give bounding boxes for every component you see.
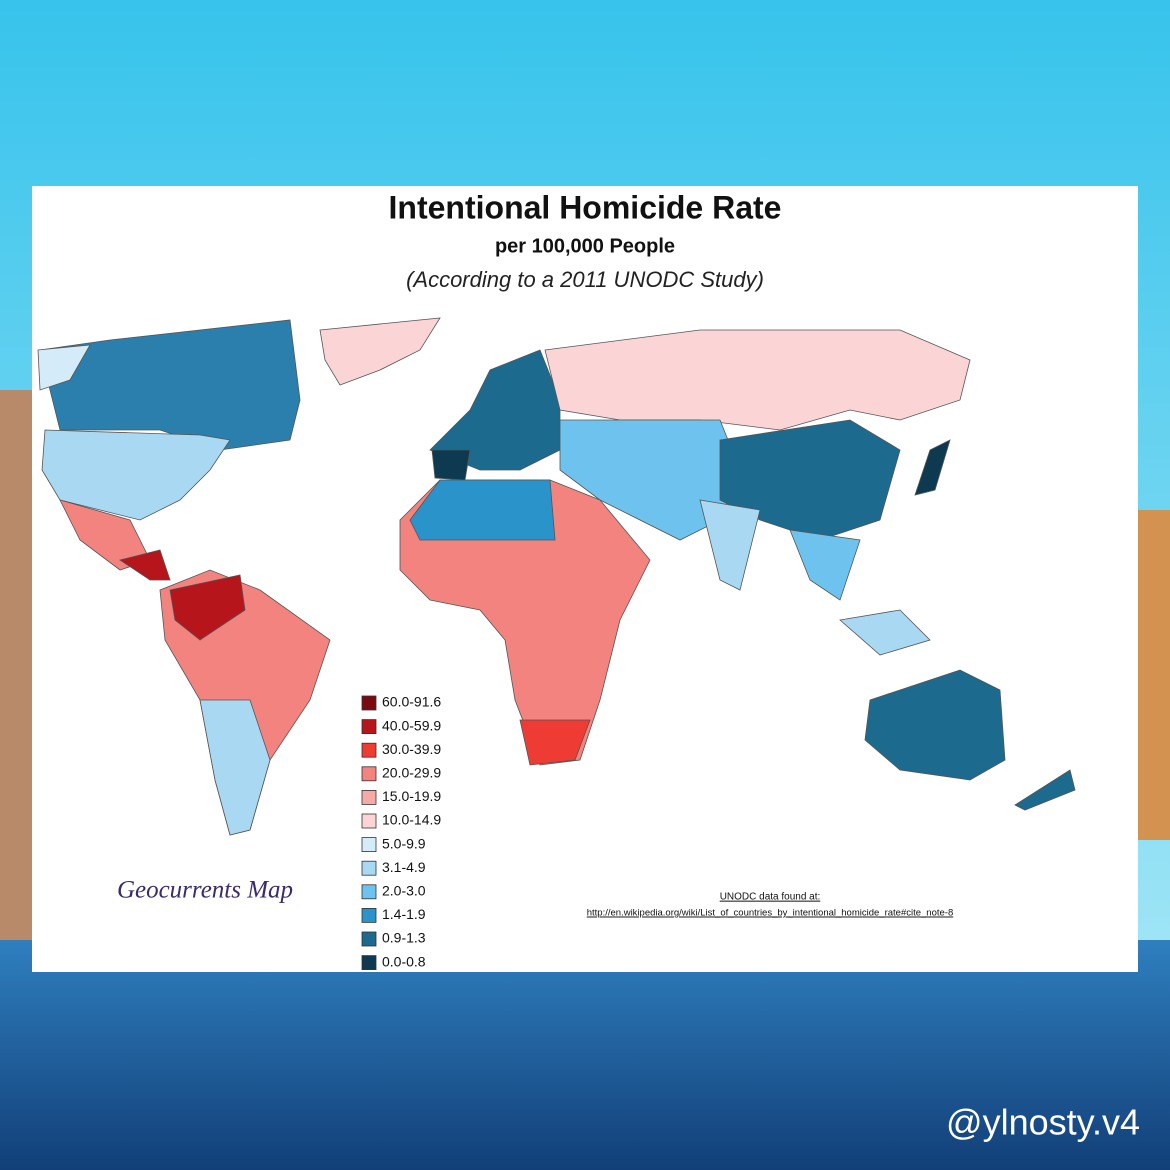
spain [431,449,471,481]
southeast-asia [789,529,861,601]
legend-label: 40.0-59.9 [382,717,441,733]
central-america [119,549,171,581]
venezuela-colombia [169,574,246,641]
south-africa [519,719,591,766]
indonesia [839,609,931,656]
africa [399,479,651,766]
new-zealand [1014,769,1076,811]
legend-label: 5.0-9.9 [382,835,426,851]
north-africa [409,479,556,541]
legend-label: 15.0-19.9 [382,788,441,804]
legend-label: 10.0-14.9 [382,812,441,828]
source-line: UNODC data found at: [720,892,821,903]
middle-east-central-asia [559,419,741,541]
legend-swatch [361,908,377,923]
legend-swatch [361,931,377,947]
russia [544,329,971,431]
legend-swatch [361,955,377,970]
sea [0,940,1170,1170]
legend-swatch [361,837,377,852]
legend-label: 2.0-3.0 [382,883,426,899]
legend-swatch [361,884,377,900]
legend-label: 0.0-0.8 [382,953,426,969]
legend-label: 60.0-91.6 [382,694,441,710]
building-right [1138,510,1170,840]
source-url: http://en.wikipedia.org/wiki/List_of_cou… [587,908,954,919]
legend-swatch [361,860,377,876]
credit: Geocurrents Map [117,877,293,904]
legend-label: 20.0-29.9 [382,765,441,781]
legend-label: 3.1-4.9 [382,859,426,875]
greenland [319,317,441,386]
australia [864,669,1006,781]
legend-swatch [361,719,377,734]
legend-swatch [361,813,377,829]
legend-label: 30.0-39.9 [382,741,441,757]
legend-swatch [361,766,377,782]
legend: 60.0-91.6 40.0-59.9 30.0-39.9 20.0-29.9 15.0… [361,694,441,970]
alaska [37,344,91,391]
legend-swatch [361,742,377,758]
canada [39,319,301,451]
legend-label: 0.9-1.3 [382,930,426,946]
watermark: @ylnosty.v4 [946,1102,1140,1143]
building-left [0,390,32,950]
japan [914,439,951,496]
legend-label: 1.4-1.9 [382,906,426,922]
usa [41,429,231,521]
legend-swatch [361,695,377,711]
title: Intentional Homicide Rate [389,189,782,225]
china [719,419,901,541]
map [37,317,1076,836]
india [699,499,761,591]
subtitle: per 100,000 People [495,235,675,257]
southern-cone [199,699,271,836]
legend-swatch [361,790,377,805]
note: (According to a 2011 UNODC Study) [406,267,764,292]
